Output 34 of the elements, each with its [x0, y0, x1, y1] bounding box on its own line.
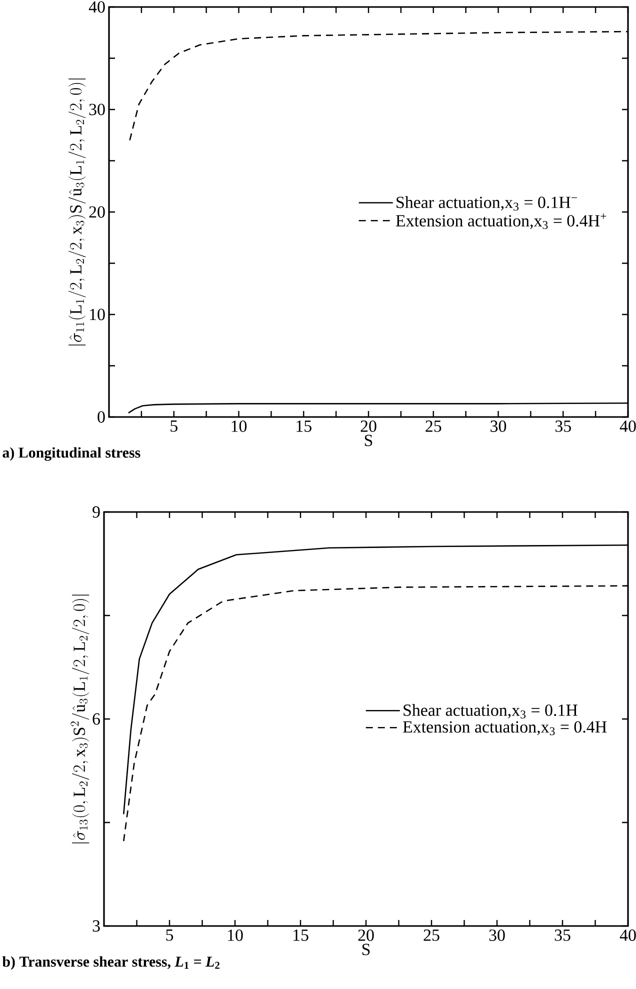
x-tick-label: 20 [358, 930, 374, 941]
y-tick-label: 0 [98, 411, 105, 423]
x-tick-label: 10 [232, 420, 247, 432]
y-tick-label: 40 [88, 1, 105, 13]
x-tick-label: 5 [166, 930, 174, 941]
x-tick-label: 20 [360, 420, 376, 432]
x-tick-label: 15 [294, 930, 308, 941]
x-tick-label: 10 [228, 930, 243, 941]
x-tick-label: 40 [620, 930, 636, 941]
legend-label: Shear actuation,x$_{3}$ = 0.1H [404, 704, 578, 718]
x-tick-label: 25 [426, 420, 442, 432]
text: a) Longitudinal stress [2, 447, 140, 461]
x-tick-label: 30 [489, 930, 505, 941]
x-tick-label: 30 [490, 420, 506, 432]
x-tick-label: 40 [620, 420, 636, 432]
x-tick-label: 25 [424, 930, 440, 941]
x-tick-label: 5 [170, 420, 178, 432]
x-tick-label: 35 [554, 930, 570, 941]
x-axis-title: S [362, 944, 370, 956]
y-tick-label: 10 [90, 308, 105, 320]
y-tick-label: 30 [89, 104, 105, 116]
legend-label: Extension actuation,x$_{3}$ = 0.4H$^{+}$ [396, 213, 606, 230]
text: b) Transverse shear stress, L$_{1}$ = L$_{2}$ [2, 956, 220, 970]
y-axis-title: $|\hat{\sigma}_{11}(\mathrm{L}_1/2,\mathrm{L}_2/2,\mathrm{x}_3)\mathrm{S}/\hat{\mathrm{u}}_3(\mathrm{L}_1/2,\mathrm{L}_2/2,0)|$ [68, 78, 86, 346]
y-axis-title: $|\hat{\sigma}_{13}(0,\mathrm{L}_2/2,\mathrm{x}_3)\mathrm{S}^2/\hat{\mathrm{u}}_3(\mathrm{L}_1/2,\mathrm{L}_2/2,0)|$ [70, 594, 90, 844]
y-tick-label: 9 [92, 506, 100, 518]
y-tick-label: 6 [92, 713, 100, 725]
legend-label: Shear actuation,x$_{3}$ = 0.1H$^{−}$ [396, 196, 577, 211]
legend-label: Extension actuation,x$_{3}$ = 0.4H [402, 721, 607, 736]
x-axis-title: S [364, 434, 372, 446]
x-tick-label: 35 [555, 420, 571, 432]
y-tick-label: 20 [89, 206, 105, 218]
y-tick-label: 3 [92, 920, 100, 932]
x-tick-label: 15 [296, 420, 312, 432]
